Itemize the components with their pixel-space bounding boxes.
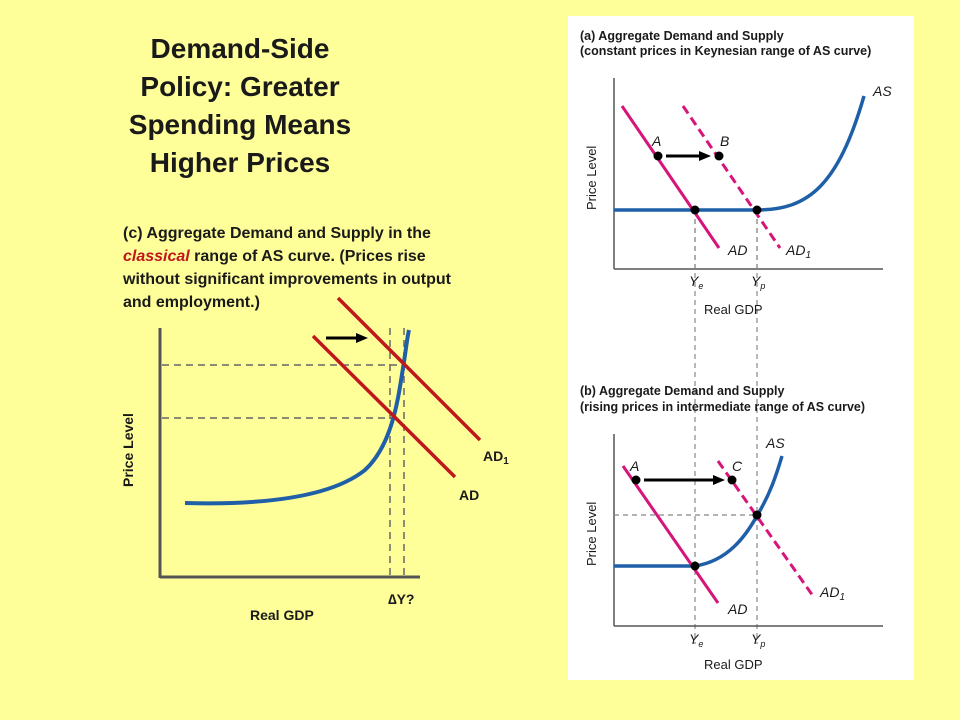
caption-classical-highlight: classical — [123, 248, 190, 265]
title-line: Higher Prices — [149, 147, 331, 178]
panel-a-point-b-label: B — [720, 133, 729, 149]
panel-c-y-axis-label: Price Level — [120, 413, 136, 487]
panel-b-point-c — [727, 475, 737, 485]
panel-c-x-axis-label: Real GDP — [250, 607, 314, 623]
title-line: Demand-Side — [150, 33, 330, 64]
panel-a-ad-curve — [620, 105, 721, 249]
panel-a-y-axis-label: Price Level — [584, 146, 599, 210]
panel-c-ad-curve — [311, 334, 457, 479]
panel-b-ad-label: AD — [727, 601, 747, 617]
panel-a-yp-label: Yp — [751, 273, 765, 291]
panel-a-point-p — [752, 205, 762, 215]
panel-c-caption: (c) Aggregate Demand and Supply in the c… — [123, 222, 483, 314]
panel-b-ye-label: Ye — [689, 631, 703, 649]
panel-a-point-a-label: A — [651, 133, 661, 149]
panel-b-x-axis-label: Real GDP — [704, 657, 763, 672]
panel-b-as-label: AS — [765, 435, 785, 451]
page-title: Demand-Side Policy: Greater Spending Mea… — [95, 30, 385, 182]
panel-a-x-axis-label: Real GDP — [704, 302, 763, 317]
panel-c-arrow-head — [356, 333, 368, 343]
panel-a-title-line2: (constant prices in Keynesian range of A… — [580, 44, 871, 58]
panel-a-as-label: AS — [872, 83, 892, 99]
title-line: Policy: Greater — [140, 71, 340, 102]
panel-b-y-axis-label: Price Level — [584, 502, 599, 566]
panel-a-ad-label: AD — [727, 242, 747, 258]
panel-b-yp-label: Yp — [751, 631, 765, 649]
panel-b-title-line2: (rising prices in intermediate range of … — [580, 400, 865, 414]
panel-c-as-curve — [184, 329, 411, 506]
panel-b-point-a — [631, 475, 641, 485]
panel-b-point-e — [690, 561, 700, 571]
panel-c-delta-y-label: ∆Y? — [388, 591, 414, 607]
panel-a-point-a — [653, 151, 663, 161]
textbook-panel: (a) Aggregate Demand and Supply (constan… — [568, 16, 914, 680]
panel-b-arrow-head — [713, 475, 725, 485]
panel-c-ad-label: AD — [459, 487, 479, 503]
panel-b-point-p — [752, 510, 762, 520]
panel-a-point-b — [714, 151, 724, 161]
panel-a-ad1-label: AD1 — [785, 242, 811, 261]
panel-a-title-line1: (a) Aggregate Demand and Supply — [580, 29, 784, 43]
panel-a-arrow-head — [699, 151, 711, 161]
panel-c-ad1-label: AD1 — [483, 448, 509, 467]
panel-a-ye-label: Ye — [689, 273, 703, 291]
panel-b-ad-curve — [621, 465, 720, 604]
title-line: Spending Means — [128, 109, 352, 140]
panel-a-point-e — [690, 205, 700, 215]
panel-b-point-c-label: C — [732, 458, 743, 474]
panel-b-point-a-label: A — [629, 458, 639, 474]
caption-suffix: range of AS curve. (Prices rise without … — [123, 248, 451, 311]
panel-b-title-line1: (b) Aggregate Demand and Supply — [580, 384, 784, 398]
panel-c-ad1-curve — [336, 296, 482, 442]
panels-ab-diagram: (a) Aggregate Demand and Supply (constan… — [580, 29, 892, 672]
panel-b-ad1-label: AD1 — [819, 584, 845, 603]
panel-a-as-curve — [614, 95, 866, 212]
panel-a-ad1-curve — [681, 105, 782, 249]
caption-prefix: (c) Aggregate Demand and Supply in the — [123, 225, 431, 242]
